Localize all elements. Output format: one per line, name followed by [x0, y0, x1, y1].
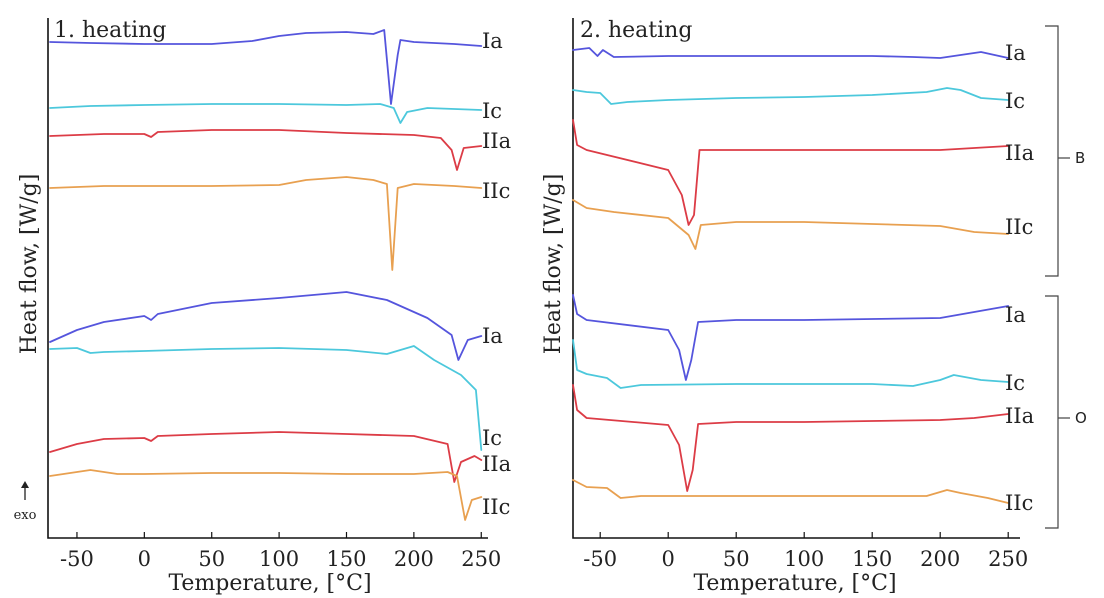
curve-label: Ia — [1005, 303, 1026, 327]
curve-label: Ic — [1005, 89, 1025, 113]
series-line-iic-o — [50, 470, 481, 520]
x-tick-label: 0 — [662, 547, 675, 571]
panel-2-curves — [573, 48, 1008, 503]
x-tick-label: 250 — [988, 547, 1028, 571]
x-tick-label: 100 — [259, 547, 299, 571]
group-bracket-o: O — [1045, 296, 1087, 528]
curve-label: IIc — [482, 495, 510, 519]
panel-2-title: 2. heating — [580, 18, 692, 43]
curve-label: Ic — [482, 99, 502, 123]
curve-label: IIa — [482, 452, 511, 476]
curve-label: IIc — [1005, 215, 1033, 239]
series-line-iic-b — [50, 177, 481, 270]
group-label-b: B — [1075, 149, 1085, 167]
panel-2-xlabel: Temperature, [°C] — [693, 571, 896, 596]
x-tick-label: 150 — [326, 547, 366, 571]
panel-1-title: 1. heating — [54, 18, 166, 43]
series-line-ia-b — [573, 48, 1008, 58]
x-tick-label: 50 — [723, 547, 750, 571]
panel-2-curve-labels: Ia Ic IIa IIc Ia Ic IIa IIc — [1005, 41, 1034, 515]
series-line-iic-b — [573, 200, 1008, 249]
x-tick-label: -50 — [60, 547, 94, 571]
series-line-ic-o — [573, 340, 1008, 388]
series-line-ic-b — [573, 88, 1008, 104]
curve-label: IIa — [1005, 404, 1034, 428]
series-line-iic-o — [573, 480, 1008, 503]
group-label-o: O — [1075, 409, 1087, 427]
curve-label: IIa — [482, 129, 511, 153]
series-line-iia-o — [573, 385, 1008, 491]
panel-1-xlabel: Temperature, [°C] — [168, 571, 371, 596]
x-tick-label: 50 — [198, 547, 225, 571]
panel-1-heating: 1. heating Temperature, [°C] Heat flow, … — [14, 18, 512, 596]
curve-label: Ia — [482, 29, 503, 53]
x-tick-label: 100 — [784, 547, 824, 571]
series-line-ia-o — [573, 295, 1008, 380]
panel-2-ylabel: Heat flow, [W/g] — [541, 174, 566, 355]
curve-label: Ia — [1005, 41, 1026, 65]
x-tick-label: 200 — [920, 547, 960, 571]
exo-up-arrow-icon — [21, 481, 29, 500]
series-line-ic-b — [50, 104, 481, 123]
curve-label: Ic — [482, 426, 502, 450]
series-line-iia-b — [573, 120, 1008, 225]
exo-label: exo — [14, 508, 37, 523]
panel-1-ylabel: Heat flow, [W/g] — [17, 174, 42, 355]
group-bracket-b: B — [1045, 26, 1085, 276]
panel-2-axis-frame — [573, 18, 1020, 538]
series-line-ia-o — [50, 292, 481, 360]
x-tick-label: 0 — [138, 547, 151, 571]
panel-2-heating: 2. heating Temperature, [°C] Heat flow, … — [541, 18, 1034, 596]
panel-1-curves — [50, 30, 481, 520]
curve-label: IIc — [482, 179, 510, 203]
x-tick-label: 250 — [461, 547, 501, 571]
curve-label: IIa — [1005, 141, 1034, 165]
x-tick-label: -50 — [583, 547, 617, 571]
panel-1-axis-frame — [48, 18, 488, 538]
curve-label: IIc — [1005, 491, 1033, 515]
x-tick-label: 150 — [852, 547, 892, 571]
series-line-ic-o — [50, 346, 481, 450]
series-line-iia-b — [50, 130, 481, 170]
curve-label: Ia — [482, 324, 503, 348]
curve-label: Ic — [1005, 371, 1025, 395]
x-tick-label: 200 — [394, 547, 434, 571]
